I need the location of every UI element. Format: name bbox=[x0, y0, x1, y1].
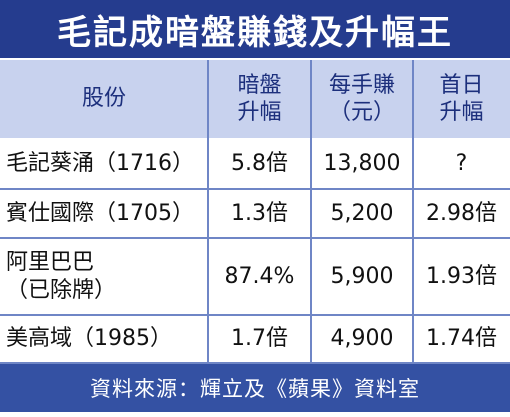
cell-line: 1.74倍 bbox=[426, 326, 497, 352]
cell-line: ? bbox=[455, 151, 468, 177]
table-cell: 5,200 bbox=[311, 190, 413, 239]
header-cell: 每手賺 （元） bbox=[311, 60, 413, 138]
cell-line: 1.93倍 bbox=[426, 263, 497, 289]
column-divider bbox=[310, 60, 312, 364]
cell-line: 1.3倍 bbox=[231, 200, 288, 226]
header-cell: 首日 升幅 bbox=[413, 60, 510, 138]
column-divider bbox=[412, 60, 414, 364]
table-cell: 5.8倍 bbox=[208, 140, 311, 190]
cell-line: 4,900 bbox=[330, 326, 394, 352]
cell-line: 升幅 bbox=[237, 100, 282, 125]
table-cell: 1.74倍 bbox=[413, 316, 510, 364]
cell-line: 賓仕國際（1705） bbox=[6, 200, 194, 226]
footer: 資料來源：輝立及《蘋果》資料室 bbox=[0, 364, 510, 412]
table-cell: 阿里巴巴 （已除牌） bbox=[0, 239, 208, 316]
table-cell: 1.7倍 bbox=[208, 316, 311, 364]
cell-line: 暗盤 bbox=[237, 72, 282, 98]
column-divider bbox=[207, 60, 209, 364]
cell-line: 5,200 bbox=[330, 200, 394, 226]
table-cell: 美高域（1985） bbox=[0, 316, 208, 364]
cell-line: 毛記葵涌（1716） bbox=[6, 151, 194, 177]
table-cell: 13,800 bbox=[311, 140, 413, 190]
cell-line: 股份 bbox=[81, 86, 126, 112]
cell-line: 5.8倍 bbox=[231, 151, 288, 177]
cell-line: 首日 bbox=[439, 72, 484, 98]
table-cell: 毛記葵涌（1716） bbox=[0, 140, 208, 190]
cell-line: 美高域（1985） bbox=[6, 326, 172, 352]
table-cell: 2.98倍 bbox=[413, 190, 510, 239]
table-cell: 1.93倍 bbox=[413, 239, 510, 316]
table-cell: 1.3倍 bbox=[208, 190, 311, 239]
header-cell: 暗盤 升幅 bbox=[208, 60, 311, 138]
cell-line: 5,900 bbox=[330, 263, 394, 289]
table-cell: 4,900 bbox=[311, 316, 413, 364]
cell-line: （已除牌） bbox=[6, 277, 117, 303]
cell-line: 2.98倍 bbox=[426, 200, 497, 226]
header-cell: 股份 bbox=[0, 60, 208, 138]
cell-line: 87.4% bbox=[224, 263, 295, 289]
cell-line: 1.7倍 bbox=[231, 326, 288, 352]
cell-line: 每手賺 bbox=[328, 72, 395, 98]
cell-line: 阿里巴巴 bbox=[6, 250, 95, 275]
cell-line: （元） bbox=[328, 100, 395, 125]
cell-line: 13,800 bbox=[323, 151, 401, 177]
table-cell: ? bbox=[413, 140, 510, 190]
cell-line: 升幅 bbox=[439, 100, 484, 125]
table-cell: 賓仕國際（1705） bbox=[0, 190, 208, 239]
title: 毛記成暗盤賺錢及升幅王 bbox=[0, 0, 510, 58]
table-cell: 5,900 bbox=[311, 239, 413, 316]
table-cell: 87.4% bbox=[208, 239, 311, 316]
